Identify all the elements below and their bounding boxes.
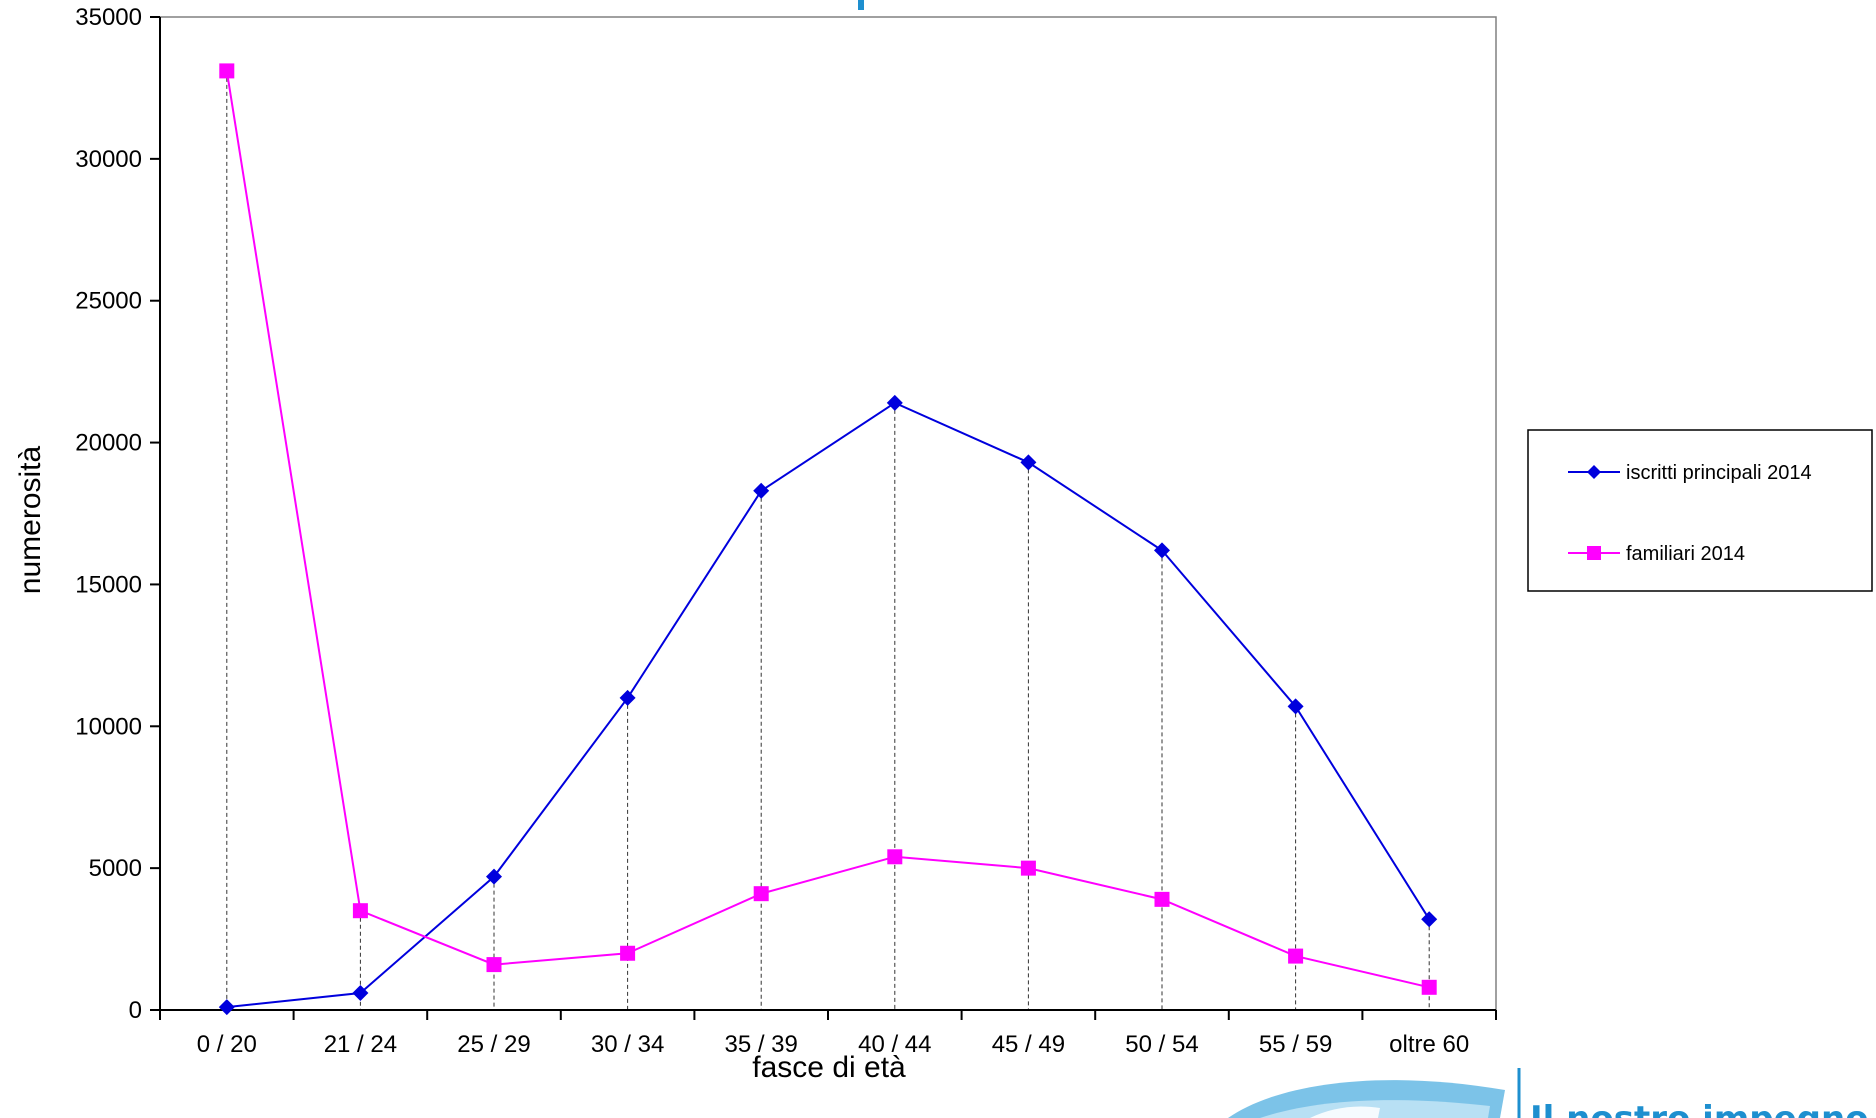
data-point-iscritti bbox=[352, 984, 369, 1001]
data-point-familiari bbox=[486, 957, 502, 973]
data-point-iscritti bbox=[1020, 454, 1037, 471]
x-tick-label: 55 / 59 bbox=[1259, 1031, 1332, 1058]
y-tick-label: 10000 bbox=[75, 713, 142, 740]
brand-logo: Il nostro impegno bbox=[1228, 1068, 1869, 1118]
y-tick-label: 20000 bbox=[75, 430, 142, 457]
x-tick-label: 30 / 34 bbox=[591, 1031, 664, 1058]
data-point-familiari bbox=[620, 945, 636, 961]
legend-label-familiari: familiari 2014 bbox=[1626, 543, 1745, 565]
x-tick-label: 35 / 39 bbox=[724, 1031, 797, 1058]
series-line-familiari bbox=[225, 70, 1430, 989]
data-point-iscritti bbox=[218, 999, 235, 1016]
x-tick-label: oltre 60 bbox=[1389, 1031, 1469, 1058]
y-tick-label: 5000 bbox=[89, 855, 142, 882]
legend-marker-iscritti bbox=[1587, 465, 1601, 479]
legend-label-iscritti: iscritti principali 2014 bbox=[1626, 462, 1812, 484]
data-point-familiari bbox=[219, 63, 235, 79]
data-point-iscritti bbox=[1421, 911, 1438, 928]
data-point-familiari bbox=[1020, 860, 1036, 876]
data-point-familiari bbox=[1421, 979, 1437, 995]
y-tick-label: 25000 bbox=[75, 288, 142, 315]
x-tick-label: 45 / 49 bbox=[992, 1031, 1065, 1058]
data-point-familiari bbox=[352, 903, 368, 919]
title-fragment bbox=[858, 0, 864, 10]
data-point-iscritti bbox=[486, 868, 502, 885]
x-axis-ticks: 0 / 20 21 / 24 25 / 29 30 / 34 35 / 39 40 / 4… bbox=[159, 1010, 1497, 1058]
x-tick-label: 21 / 24 bbox=[324, 1031, 397, 1058]
x-tick-label: 40 / 44 bbox=[858, 1031, 931, 1058]
data-point-familiari bbox=[887, 849, 903, 865]
data-point-familiari bbox=[753, 886, 769, 902]
x-axis-title: fasce di età bbox=[752, 1051, 906, 1084]
legend: iscritti principali 2014 familiari 2014 bbox=[1527, 429, 1873, 592]
x-tick-label: 50 / 54 bbox=[1125, 1031, 1198, 1058]
legend-box bbox=[1527, 429, 1873, 592]
data-point-iscritti bbox=[753, 482, 770, 499]
logo-swoosh-gleam bbox=[1310, 1106, 1380, 1118]
x-tick-label: 25 / 29 bbox=[457, 1031, 530, 1058]
y-tick-label: 30000 bbox=[75, 146, 142, 173]
y-tick-label: 35000 bbox=[75, 4, 142, 31]
series-line-iscritti bbox=[226, 401, 1431, 1009]
brand-tagline: Il nostro impegno bbox=[1530, 1099, 1869, 1118]
title-cropped-glyph bbox=[858, 0, 864, 10]
y-axis-ticks: 0 5000 10000 15000 20000 25000 30000 35000 bbox=[75, 4, 160, 1024]
data-point-iscritti bbox=[886, 394, 903, 411]
x-tick-label: 0 / 20 bbox=[197, 1031, 257, 1058]
y-tick-label: 15000 bbox=[75, 571, 142, 598]
data-point-iscritti bbox=[1287, 698, 1304, 715]
data-point-familiari bbox=[1288, 948, 1304, 964]
legend-marker-familiari bbox=[1587, 546, 1601, 560]
data-point-iscritti bbox=[1154, 542, 1170, 559]
y-tick-label: 0 bbox=[129, 997, 142, 1024]
series-group bbox=[218, 63, 1438, 1016]
drop-lines bbox=[226, 70, 1430, 1010]
y-axis-title: numerosità bbox=[14, 445, 47, 594]
data-point-iscritti bbox=[619, 689, 636, 706]
data-point-familiari bbox=[1154, 891, 1170, 907]
